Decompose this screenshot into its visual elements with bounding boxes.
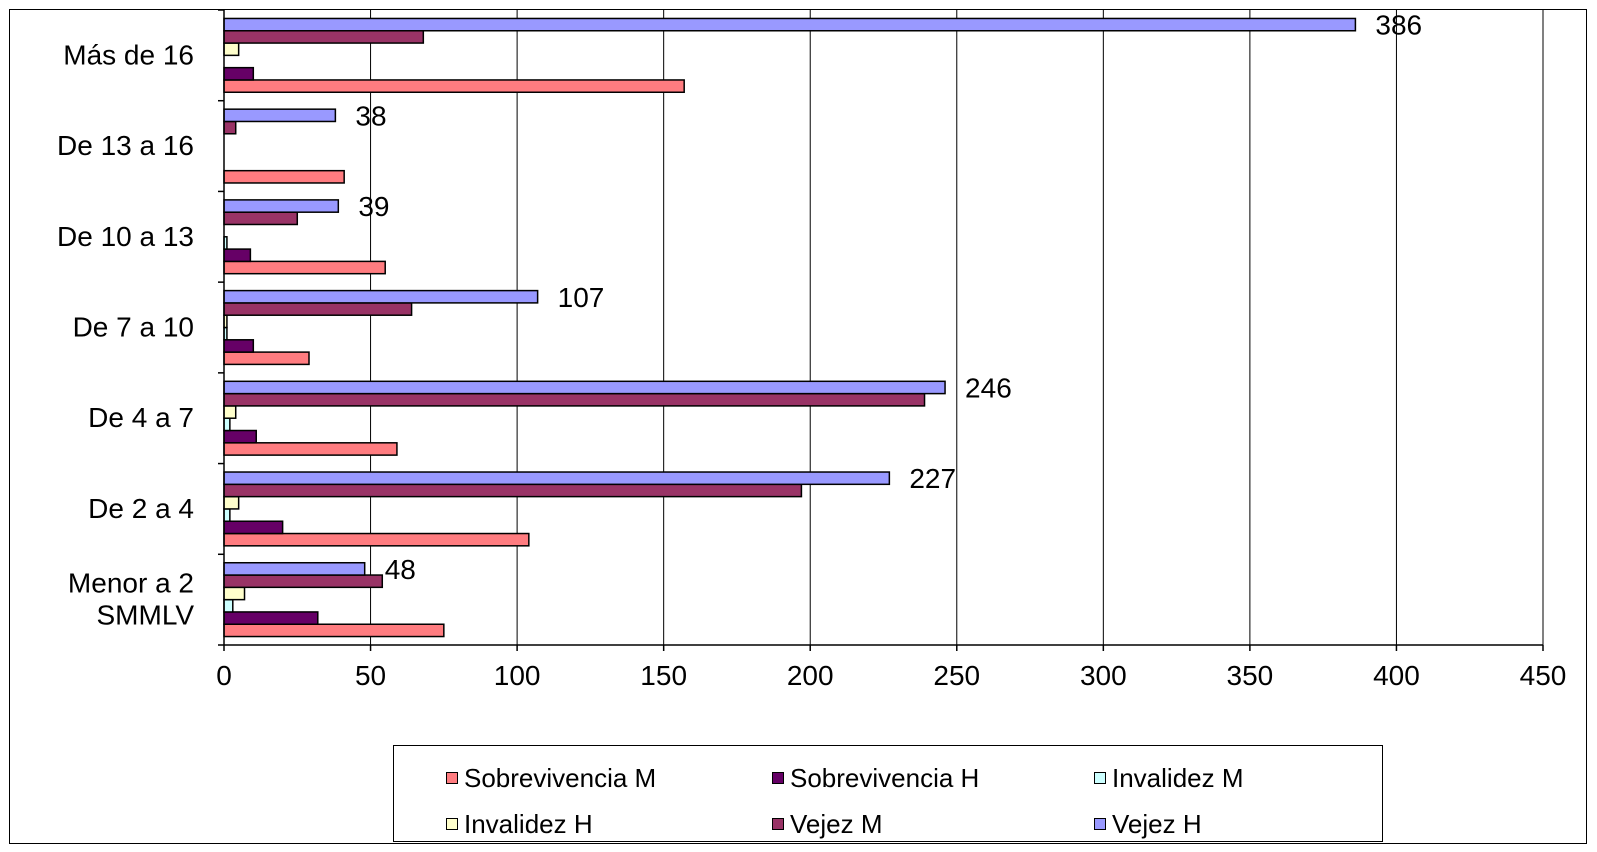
- bar-invalidez-h-6: [223, 42, 240, 57]
- bar-vejez-m-0: [223, 574, 384, 589]
- bar-invalidez-m-0: [223, 598, 234, 613]
- bar-sobrevivencia-h-1: [223, 520, 284, 535]
- gridlines: [370, 10, 1544, 645]
- x-tick-label: 350: [1227, 660, 1274, 691]
- legend-swatch: [772, 818, 784, 830]
- legend-swatch: [1094, 818, 1106, 830]
- bar-invalidez-m-2: [223, 417, 231, 432]
- axes: [218, 9, 1544, 651]
- legend-swatch: [772, 772, 784, 784]
- bar-sobrevivencia-m-5: [223, 169, 345, 184]
- bar-invalidez-h-2: [223, 405, 237, 419]
- bar-sobrevivencia-h-0: [223, 611, 319, 625]
- x-tick-label: 100: [494, 660, 541, 691]
- bar-sobrevivencia-h-3: [223, 339, 255, 353]
- bar-sobrevivencia-m-4: [223, 260, 386, 275]
- bar-vejez-m-6: [223, 30, 425, 44]
- category-label: De 4 a 7: [88, 402, 194, 433]
- data-label: 39: [358, 191, 389, 222]
- legend-item-sobrevivencia-m: Sobrevivencia M: [446, 763, 656, 793]
- bar-vejez-m-5: [223, 120, 237, 135]
- bar-sobrevivencia-h-6: [223, 66, 255, 81]
- legend-item-sobrevivencia-h: Sobrevivencia H: [772, 763, 979, 793]
- legend-label: Sobrevivencia M: [464, 762, 657, 793]
- bar-vejez-m-2: [223, 392, 926, 407]
- data-label: 107: [558, 282, 605, 313]
- chart-frame: [9, 9, 1587, 844]
- legend-label: Vejez H: [1112, 808, 1202, 839]
- legend-swatch: [446, 772, 458, 784]
- bars: [223, 17, 1357, 638]
- bar-vejez-h-0: [223, 561, 366, 576]
- x-tick-label: 50: [355, 660, 386, 691]
- data-label: 227: [909, 463, 956, 494]
- bar-sobrevivencia-m-1: [223, 532, 530, 547]
- data-label: 246: [965, 372, 1012, 403]
- legend-item-invalidez-h: Invalidez H: [446, 809, 593, 839]
- legend-swatch: [1094, 772, 1106, 784]
- legend-label: Sobrevivencia H: [790, 762, 980, 793]
- bar-invalidez-m-1: [223, 508, 231, 522]
- data-label: 48: [385, 554, 416, 585]
- legend-label: Invalidez M: [1112, 762, 1244, 793]
- data-labels: 48 227 246 107 39 38 386: [355, 10, 1422, 585]
- bar-sobrevivencia-m-3: [223, 351, 310, 366]
- bar-sobrevivencia-h-2: [223, 429, 257, 444]
- x-tick-label: 150: [640, 660, 687, 691]
- x-tick-label: 250: [933, 660, 980, 691]
- legend-item-vejez-m: Vejez M: [772, 809, 883, 839]
- bar-sobrevivencia-m-6: [223, 79, 685, 94]
- category-label: De 2 a 4: [88, 493, 194, 524]
- bar-sobrevivencia-m-2: [223, 442, 398, 456]
- data-label: 38: [355, 100, 386, 131]
- bar-vejez-h-3: [223, 289, 539, 304]
- category-label: De 10 a 13: [57, 221, 194, 252]
- legend-label: Vejez M: [790, 808, 883, 839]
- legend-item-vejez-h: Vejez H: [1094, 809, 1202, 839]
- legend-item-invalidez-m: Invalidez M: [1094, 763, 1244, 793]
- bar-vejez-m-4: [223, 211, 299, 226]
- x-tick-label: 300: [1080, 660, 1127, 691]
- bar-vejez-h-5: [223, 108, 337, 123]
- bar-sobrevivencia-h-4: [223, 248, 252, 263]
- x-tick-label: 200: [787, 660, 834, 691]
- category-label: SMMLV: [97, 600, 195, 631]
- category-label: Menor a 2: [68, 568, 194, 599]
- category-label: Más de 16: [63, 39, 194, 70]
- bar-sobrevivencia-m-0: [223, 623, 445, 638]
- legend-label: Invalidez H: [464, 808, 593, 839]
- bar-vejez-h-1: [223, 471, 891, 486]
- bar-vejez-h-6: [223, 17, 1357, 32]
- data-label: 386: [1375, 10, 1422, 41]
- bar-vejez-m-3: [223, 302, 413, 316]
- bar-invalidez-h-1: [223, 495, 240, 510]
- category-label: De 7 a 10: [73, 312, 194, 343]
- x-tick-labels: 0 50 100 150 200 250 300 350 400 450: [216, 660, 1566, 691]
- category-label: De 13 a 16: [57, 130, 194, 161]
- legend-swatch: [446, 818, 458, 830]
- bar-vejez-m-1: [223, 483, 803, 498]
- bar-vejez-h-2: [223, 380, 946, 395]
- x-tick-label: 0: [216, 660, 232, 691]
- x-tick-label: 450: [1520, 660, 1567, 691]
- bar-vejez-h-4: [223, 199, 340, 213]
- legend: Sobrevivencia M Sobrevivencia H Invalidez …: [393, 745, 1383, 842]
- x-tick-label: 400: [1373, 660, 1420, 691]
- bar-invalidez-h-0: [223, 586, 246, 601]
